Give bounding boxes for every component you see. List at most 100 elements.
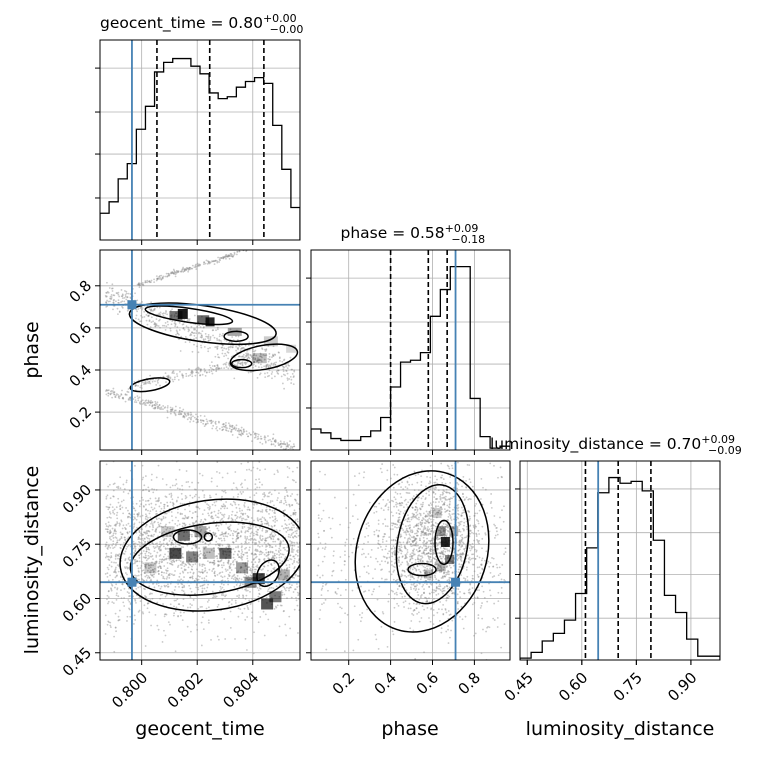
- scatter-point: [140, 574, 142, 576]
- scatter-point: [286, 564, 288, 566]
- scatter-point: [150, 592, 152, 594]
- scatter-point: [236, 584, 238, 586]
- scatter-point: [261, 523, 263, 525]
- scatter-point: [426, 561, 428, 563]
- scatter-point: [246, 605, 248, 607]
- scatter-point: [203, 261, 205, 263]
- scatter-point: [423, 651, 425, 653]
- scatter-point: [146, 533, 148, 535]
- scatter-point: [297, 555, 299, 557]
- scatter-point: [151, 506, 153, 508]
- scatter-point: [142, 499, 144, 501]
- scatter-point: [244, 536, 246, 538]
- scatter-point: [170, 544, 172, 546]
- scatter-point: [198, 264, 200, 266]
- scatter-point: [175, 586, 177, 588]
- scatter-point: [210, 422, 212, 424]
- scatter-point: [164, 553, 166, 555]
- scatter-point: [197, 608, 199, 610]
- scatter-point: [264, 566, 266, 568]
- scatter-point: [179, 523, 181, 525]
- scatter-point: [234, 559, 236, 561]
- scatter-point: [241, 547, 243, 549]
- scatter-point: [262, 493, 264, 495]
- scatter-point: [251, 356, 253, 358]
- scatter-point: [419, 621, 421, 623]
- scatter-point: [110, 539, 112, 541]
- scatter-point: [238, 594, 240, 596]
- scatter-point: [353, 538, 355, 540]
- scatter-point: [403, 606, 405, 608]
- scatter-point: [151, 406, 153, 408]
- scatter-point: [285, 590, 287, 592]
- scatter-point: [143, 506, 145, 508]
- scatter-point: [135, 317, 137, 319]
- scatter-point: [235, 602, 237, 604]
- scatter-point: [137, 395, 139, 397]
- scatter-point: [400, 496, 402, 498]
- scatter-point: [209, 347, 211, 349]
- scatter-point: [176, 483, 178, 485]
- scatter-point: [214, 263, 216, 265]
- scatter-point: [433, 598, 435, 600]
- scatter-point: [149, 281, 151, 283]
- scatter-point: [127, 532, 129, 534]
- scatter-point: [221, 426, 223, 428]
- scatter-point: [284, 487, 286, 489]
- scatter-point: [232, 533, 234, 535]
- scatter-point: [293, 376, 295, 378]
- scatter-point: [143, 402, 145, 404]
- scatter-point: [281, 560, 283, 562]
- scatter-point: [224, 353, 226, 355]
- scatter-point: [160, 567, 162, 569]
- scatter-point: [207, 507, 209, 509]
- scatter-point: [230, 564, 232, 566]
- scatter-point: [182, 489, 184, 491]
- scatter-point: [253, 494, 255, 496]
- scatter-point: [109, 300, 111, 302]
- scatter-point: [148, 535, 150, 537]
- scatter-point: [218, 422, 220, 424]
- scatter-point: [112, 543, 114, 545]
- scatter-point: [290, 555, 292, 557]
- scatter-point: [129, 490, 131, 492]
- scatter-point: [286, 597, 288, 599]
- scatter-point: [201, 622, 203, 624]
- scatter-point: [415, 562, 417, 564]
- scatter-point: [105, 633, 107, 635]
- scatter-point: [229, 572, 231, 574]
- scatter-point: [190, 416, 192, 418]
- scatter-point: [149, 544, 151, 546]
- scatter-point: [280, 542, 282, 544]
- scatter-point: [208, 619, 210, 621]
- scatter-point: [258, 589, 260, 591]
- scatter-point: [290, 376, 292, 378]
- scatter-point: [236, 517, 238, 519]
- scatter-point: [146, 531, 148, 533]
- scatter-point: [181, 485, 183, 487]
- scatter-point: [235, 487, 237, 489]
- scatter-point: [187, 626, 189, 628]
- scatter-point: [153, 546, 155, 548]
- scatter-point: [246, 649, 248, 651]
- scatter-point: [148, 315, 150, 317]
- scatter-point: [167, 407, 169, 409]
- scatter-point: [234, 576, 236, 578]
- scatter-point: [367, 535, 369, 537]
- scatter-point: [219, 586, 221, 588]
- scatter-point: [174, 589, 176, 591]
- scatter-point: [121, 289, 123, 291]
- scatter-point: [115, 613, 117, 615]
- scatter-point: [213, 560, 215, 562]
- panel-title-geocent_time: geocent_time = 0.80+0.00−0.00: [100, 12, 303, 36]
- scatter-point: [380, 546, 382, 548]
- scatter-point: [134, 510, 136, 512]
- scatter-point: [178, 603, 180, 605]
- scatter-point: [139, 401, 141, 403]
- scatter-point: [446, 548, 448, 550]
- scatter-point: [251, 531, 253, 533]
- scatter-point: [232, 561, 234, 563]
- scatter-point: [367, 565, 369, 567]
- scatter-point: [185, 341, 187, 343]
- scatter-point: [178, 379, 180, 381]
